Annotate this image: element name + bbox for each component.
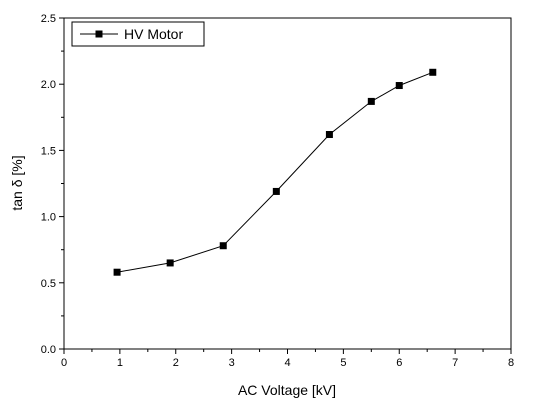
x-tick-label: 0 xyxy=(61,357,67,369)
x-tick-label: 5 xyxy=(340,357,346,369)
data-point xyxy=(166,259,174,267)
x-tick-label: 1 xyxy=(117,357,123,369)
legend-label: HV Motor xyxy=(124,26,183,42)
y-axis-ticks: 0.0 0.5 1.0 1.5 2.0 2.5 xyxy=(41,13,64,356)
x-tick-label: 6 xyxy=(396,357,402,369)
x-tick-label: 8 xyxy=(508,357,514,369)
y-tick-label: 0.5 xyxy=(41,278,56,290)
data-point xyxy=(113,268,121,276)
x-axis-title: AC Voltage [kV] xyxy=(238,382,336,398)
data-point xyxy=(429,68,437,76)
y-tick-label: 2.5 xyxy=(41,13,56,25)
data-point xyxy=(219,242,227,250)
legend-marker xyxy=(95,30,103,38)
y-axis-title: tan δ [%] xyxy=(9,155,25,210)
y-tick-label: 1.0 xyxy=(41,212,56,224)
data-point xyxy=(367,97,375,105)
x-tick-label: 4 xyxy=(284,357,290,369)
data-point xyxy=(395,82,403,90)
y-tick-label: 0.0 xyxy=(41,344,56,356)
y-tick-label: 2.0 xyxy=(41,79,56,91)
x-tick-label: 2 xyxy=(173,357,179,369)
series-layer xyxy=(113,68,437,276)
x-tick-label: 3 xyxy=(229,357,235,369)
legend: HV Motor xyxy=(71,21,205,47)
data-point xyxy=(272,187,280,195)
x-axis-ticks: 0 1 2 3 4 5 6 7 8 xyxy=(61,349,514,369)
series-line xyxy=(117,71,433,273)
plot-frame xyxy=(63,17,512,350)
x-tick-label: 7 xyxy=(452,357,458,369)
data-point xyxy=(325,131,333,139)
y-tick-label: 1.5 xyxy=(41,145,56,157)
